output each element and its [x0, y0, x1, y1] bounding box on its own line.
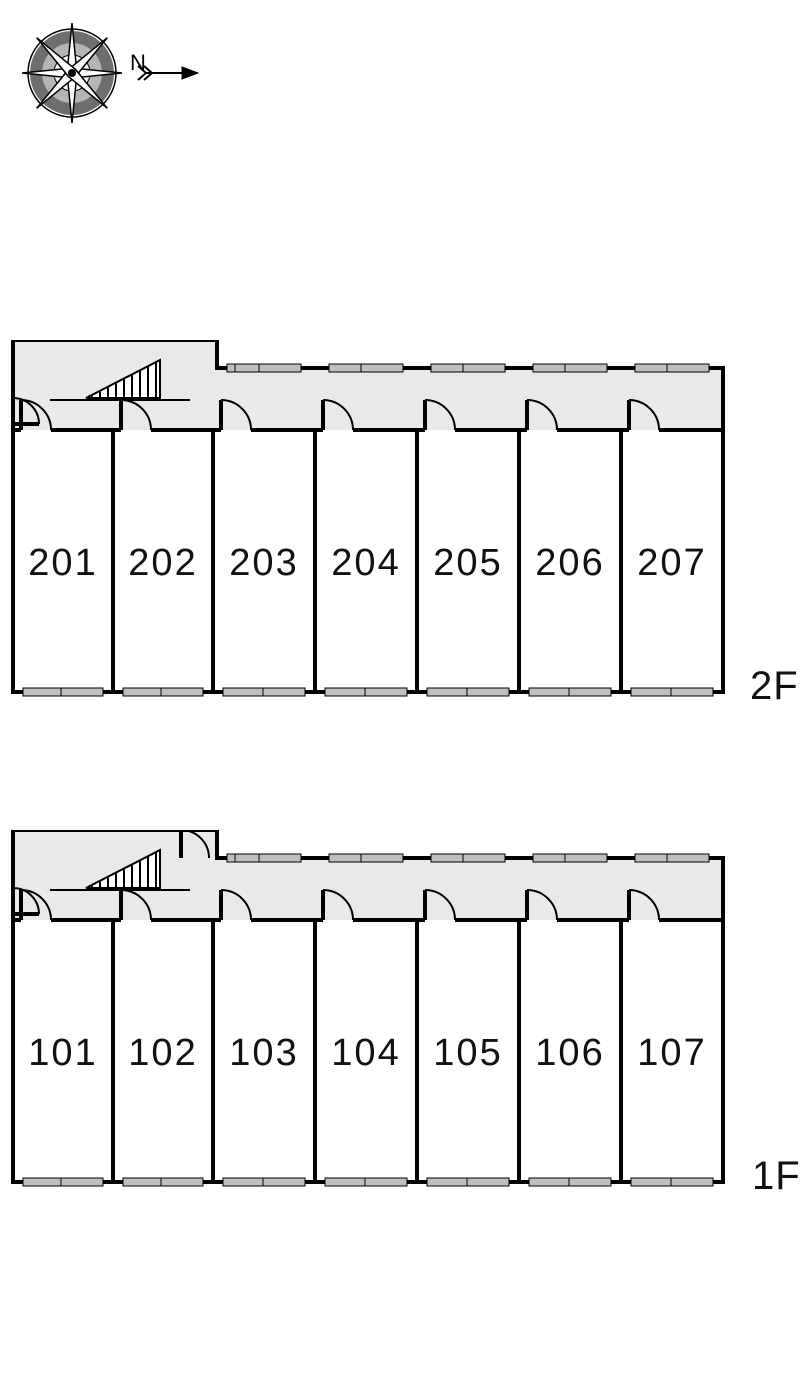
- unit-label: 101: [28, 1032, 97, 1074]
- floor-label-f1: 1F: [752, 1154, 800, 1199]
- unit-label: 204: [331, 542, 400, 584]
- unit-label: 202: [128, 542, 197, 584]
- unit-label: 205: [433, 542, 502, 584]
- north-arrow: [138, 66, 198, 80]
- unit-label: 203: [229, 542, 298, 584]
- unit-label: 201: [28, 542, 97, 584]
- unit-label: 106: [535, 1032, 604, 1074]
- unit-numbers: 201 202 203 204 205 206 207: [28, 542, 706, 584]
- unit-numbers: 101 102 103 104 105 106 107: [28, 1032, 706, 1074]
- unit-label: 207: [637, 542, 706, 584]
- hall-top-markers: [227, 854, 709, 862]
- floorplan-page: N 201 202 203 204 205 206 207 101 102 103 104 105: [0, 0, 800, 1373]
- unit-label: 103: [229, 1032, 298, 1074]
- compass: N: [22, 18, 202, 133]
- floor-label-f2: 2F: [750, 664, 799, 709]
- unit-label: 104: [331, 1032, 400, 1074]
- unit-label: 206: [535, 542, 604, 584]
- unit-label: 102: [128, 1032, 197, 1074]
- unit-label: 107: [637, 1032, 706, 1074]
- floor-f2: 201 202 203 204 205 206 207: [0, 340, 740, 700]
- unit-label: 105: [433, 1032, 502, 1074]
- unit-bottom-markers: [23, 688, 713, 696]
- unit-bottom-markers: [23, 1178, 713, 1186]
- hall-top-markers: [227, 364, 709, 372]
- floor-f1: 101 102 103 104 105 106 107: [0, 830, 740, 1190]
